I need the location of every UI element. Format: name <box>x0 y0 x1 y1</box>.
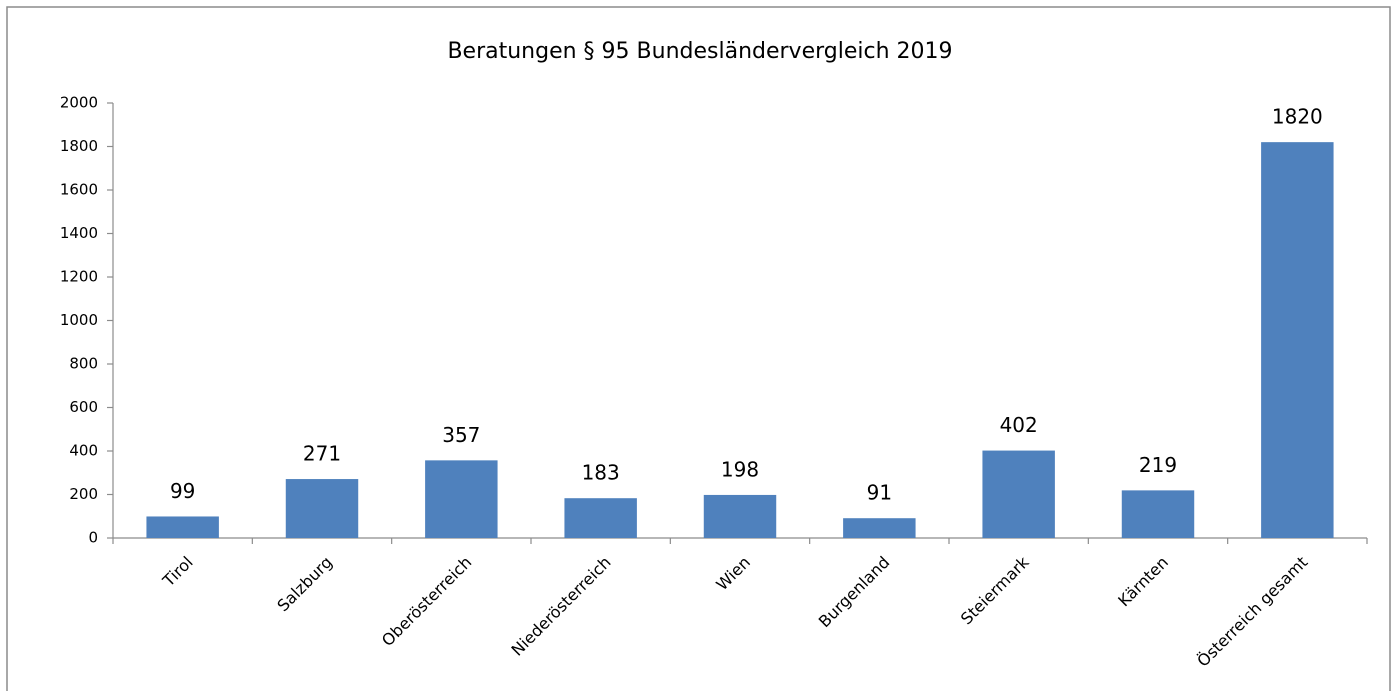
data-label: 99 <box>170 479 195 503</box>
y-tick-label: 200 <box>69 485 98 503</box>
chart-border <box>6 6 1391 691</box>
bar <box>564 498 637 538</box>
y-tick-label: 1000 <box>60 311 98 329</box>
y-tick-label: 1600 <box>60 181 98 199</box>
bar <box>1261 142 1334 538</box>
bar <box>285 479 359 538</box>
data-label: 1820 <box>1272 105 1323 129</box>
bar <box>425 460 498 538</box>
y-tick-label: 1400 <box>60 224 98 242</box>
data-label: 91 <box>867 481 892 505</box>
data-label: 183 <box>582 461 620 485</box>
bar <box>1121 490 1195 538</box>
y-tick-label: 1200 <box>60 268 98 286</box>
data-label: 357 <box>442 423 480 447</box>
y-tick-label: 2000 <box>60 94 98 112</box>
y-tick-label: 1800 <box>60 137 98 155</box>
data-label: 402 <box>1000 413 1038 437</box>
bar <box>146 516 219 538</box>
y-tick-label: 400 <box>69 442 98 460</box>
bar <box>843 518 916 538</box>
data-label: 198 <box>721 457 759 481</box>
y-tick-label: 800 <box>69 355 98 373</box>
chart-title: Beratungen § 95 Bundesländervergleich 20… <box>447 39 952 64</box>
data-label: 271 <box>303 442 341 466</box>
bar <box>703 494 777 538</box>
y-tick-label: 0 <box>88 529 98 547</box>
data-label: 219 <box>1139 453 1177 477</box>
bar <box>982 450 1055 538</box>
y-tick-label: 600 <box>69 398 98 416</box>
